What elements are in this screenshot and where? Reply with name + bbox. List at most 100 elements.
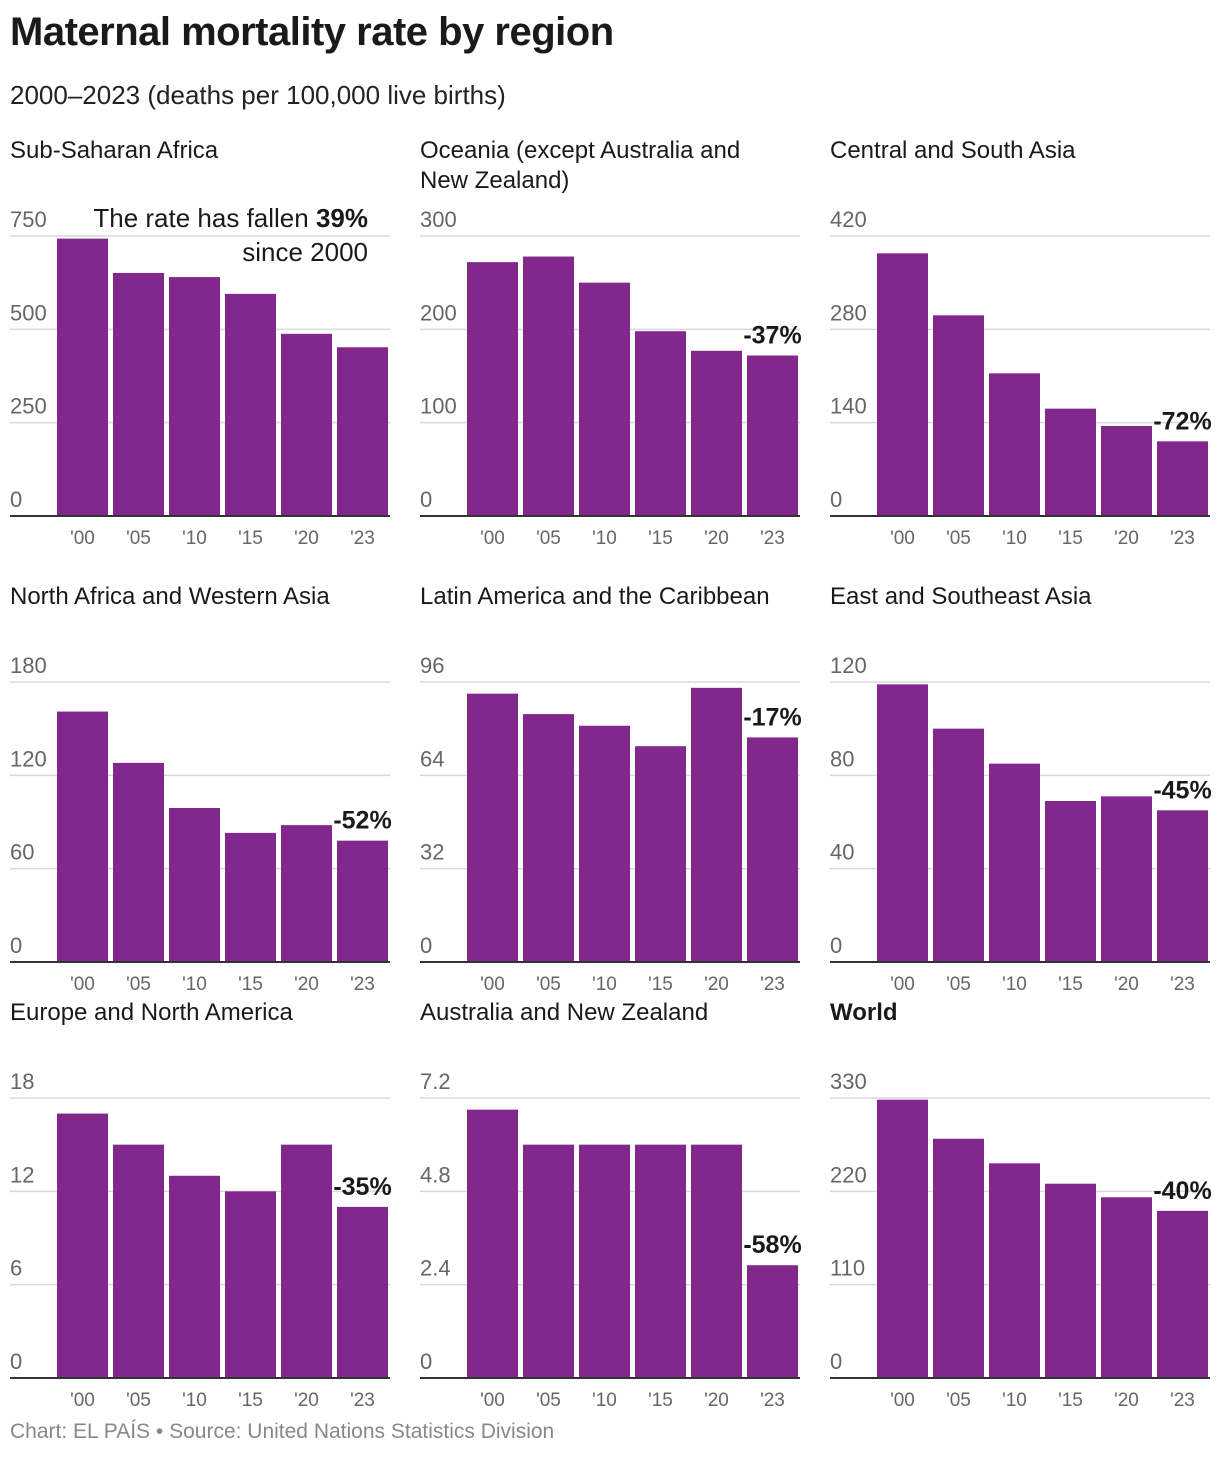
- y-tick-label: 0: [10, 487, 22, 512]
- x-tick-label: '15: [1058, 974, 1083, 995]
- x-tick-label: '10: [1002, 1390, 1027, 1411]
- y-tick-label: 0: [10, 933, 22, 958]
- change-label: -52%: [333, 807, 391, 835]
- x-tick-label: '00: [890, 974, 915, 995]
- panel-title: World: [830, 999, 898, 1026]
- bar-europe-and-north-america-2: [169, 1175, 220, 1378]
- bar-sub-saharan-africa-5: [337, 347, 388, 516]
- x-tick-label: '10: [592, 528, 617, 549]
- x-tick-label: '00: [70, 974, 95, 995]
- change-label: -40%: [1153, 1177, 1211, 1205]
- x-tick-label: '10: [592, 974, 617, 995]
- y-tick-label: 100: [420, 394, 457, 419]
- bar-north-africa-and-western-asia-1: [113, 762, 164, 962]
- bar-north-africa-and-western-asia-2: [169, 808, 220, 962]
- x-tick-label: '00: [480, 528, 505, 549]
- x-tick-label: '15: [648, 1390, 673, 1411]
- bar-latin-america-and-the-caribbean-0: [467, 693, 518, 962]
- x-tick-label: '23: [1170, 528, 1195, 549]
- bar-oceania-except-australia-and-new-zealand-4: [691, 350, 742, 516]
- bar-world-0: [877, 1099, 928, 1378]
- panel-title: Oceania (except Australia and: [420, 137, 740, 164]
- x-tick-label: '10: [182, 1390, 207, 1411]
- x-tick-label: '10: [1002, 528, 1027, 549]
- bar-australia-and-new-zealand-3: [635, 1144, 686, 1378]
- x-tick-label: '15: [238, 1390, 263, 1411]
- page-subtitle: 2000–2023 (deaths per 100,000 live birth…: [10, 80, 506, 110]
- change-label: -72%: [1153, 407, 1211, 435]
- x-tick-label: '00: [890, 528, 915, 549]
- x-tick-label: '05: [946, 974, 971, 995]
- y-tick-label: 80: [830, 746, 854, 771]
- x-tick-label: '20: [704, 1390, 729, 1411]
- bar-world-5: [1157, 1210, 1208, 1378]
- y-tick-label: 180: [10, 653, 47, 678]
- x-tick-label: '15: [1058, 1390, 1083, 1411]
- x-tick-label: '05: [126, 974, 151, 995]
- x-tick-label: '20: [1114, 974, 1139, 995]
- y-tick-label: 220: [830, 1162, 867, 1187]
- panel-title: East and Southeast Asia: [830, 583, 1092, 610]
- x-tick-label: '23: [350, 528, 375, 549]
- x-tick-label: '05: [536, 1390, 561, 1411]
- bar-central-and-south-asia-3: [1045, 408, 1096, 516]
- y-tick-label: 750: [10, 207, 47, 232]
- bar-east-and-southeast-asia-2: [989, 763, 1040, 962]
- x-tick-label: '05: [536, 528, 561, 549]
- bar-europe-and-north-america-3: [225, 1191, 276, 1378]
- x-tick-label: '23: [1170, 1390, 1195, 1411]
- panel-title: Australia and New Zealand: [420, 999, 708, 1026]
- bar-central-and-south-asia-1: [933, 315, 984, 516]
- bar-sub-saharan-africa-0: [57, 238, 108, 516]
- x-tick-label: '20: [704, 528, 729, 549]
- x-tick-label: '23: [760, 528, 785, 549]
- panel-title: Europe and North America: [10, 999, 293, 1026]
- y-tick-label: 0: [420, 1349, 432, 1374]
- y-tick-label: 18: [10, 1069, 34, 1094]
- x-tick-label: '00: [70, 528, 95, 549]
- y-tick-label: 7.2: [420, 1069, 451, 1094]
- x-tick-label: '23: [350, 974, 375, 995]
- bar-world-1: [933, 1138, 984, 1378]
- x-tick-label: '15: [238, 528, 263, 549]
- x-tick-label: '05: [126, 1390, 151, 1411]
- y-tick-label: 32: [420, 840, 444, 865]
- bar-europe-and-north-america-1: [113, 1144, 164, 1378]
- x-tick-label: '15: [1058, 528, 1083, 549]
- y-tick-label: 6: [10, 1256, 22, 1281]
- y-tick-label: 330: [830, 1069, 867, 1094]
- y-tick-label: 2.4: [420, 1256, 451, 1281]
- y-tick-label: 0: [830, 1349, 842, 1374]
- x-tick-label: '10: [182, 974, 207, 995]
- x-tick-label: '10: [1002, 974, 1027, 995]
- x-tick-label: '20: [1114, 1390, 1139, 1411]
- bar-north-africa-and-western-asia-4: [281, 825, 332, 962]
- bar-east-and-southeast-asia-0: [877, 684, 928, 962]
- y-tick-label: 96: [420, 653, 444, 678]
- x-tick-label: '00: [480, 1390, 505, 1411]
- bar-oceania-except-australia-and-new-zealand-1: [523, 256, 574, 516]
- bar-australia-and-new-zealand-5: [747, 1265, 798, 1378]
- x-tick-label: '20: [1114, 528, 1139, 549]
- y-tick-label: 0: [830, 933, 842, 958]
- y-tick-label: 0: [830, 487, 842, 512]
- bar-oceania-except-australia-and-new-zealand-3: [635, 331, 686, 516]
- bar-europe-and-north-america-0: [57, 1113, 108, 1378]
- y-tick-label: 12: [10, 1162, 34, 1187]
- bar-sub-saharan-africa-3: [225, 293, 276, 516]
- y-tick-label: 4.8: [420, 1162, 451, 1187]
- bar-europe-and-north-america-5: [337, 1206, 388, 1378]
- x-tick-label: '00: [70, 1390, 95, 1411]
- y-tick-label: 120: [10, 746, 47, 771]
- change-label: -58%: [743, 1231, 801, 1259]
- bar-east-and-southeast-asia-5: [1157, 810, 1208, 962]
- bar-sub-saharan-africa-1: [113, 272, 164, 516]
- x-tick-label: '05: [946, 1390, 971, 1411]
- bar-oceania-except-australia-and-new-zealand-0: [467, 262, 518, 516]
- bar-world-3: [1045, 1183, 1096, 1378]
- bar-sub-saharan-africa-2: [169, 277, 220, 516]
- change-label: -35%: [333, 1173, 391, 1201]
- panel-title: Latin America and the Caribbean: [420, 583, 770, 610]
- bar-australia-and-new-zealand-0: [467, 1109, 518, 1378]
